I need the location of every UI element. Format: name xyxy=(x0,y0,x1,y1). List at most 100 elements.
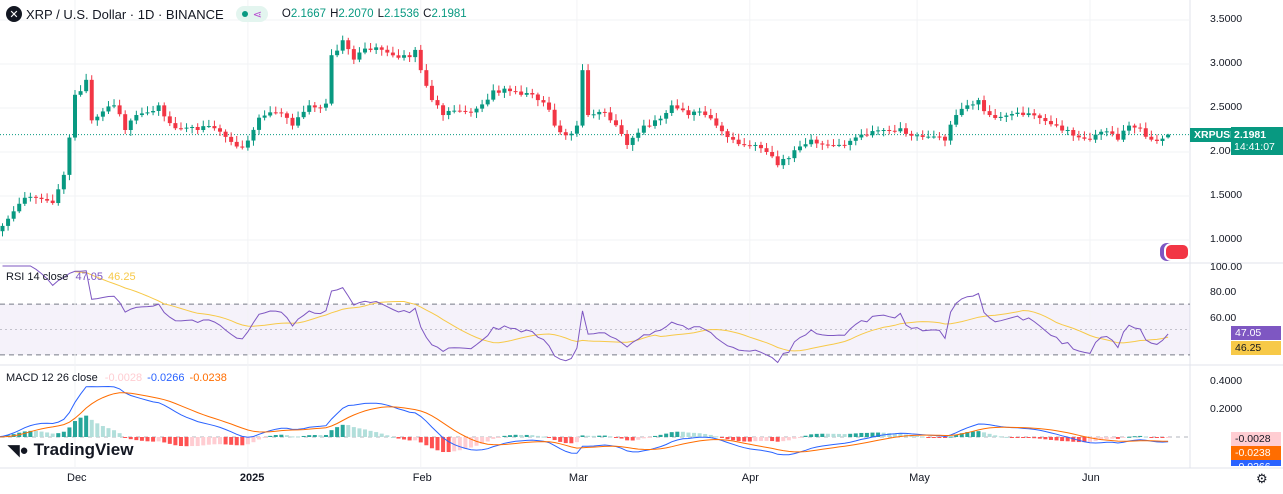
candle-body xyxy=(496,90,501,93)
macd-histogram-bar xyxy=(703,433,708,437)
macd-histogram-bar xyxy=(257,437,262,440)
candle-body xyxy=(218,128,222,132)
candle-body xyxy=(441,105,446,116)
candle-body xyxy=(39,197,44,200)
macd-histogram-bar xyxy=(1043,437,1048,440)
macd-histogram-bar xyxy=(429,437,434,449)
macd-histogram-bar xyxy=(441,437,446,453)
macd-histogram-bar xyxy=(898,433,903,437)
macd-histogram-bar xyxy=(290,436,295,438)
macd-histogram-bar xyxy=(987,433,992,437)
candle-body xyxy=(435,100,440,106)
rsi-legend[interactable]: RSI 14 close 47.05 46.25 xyxy=(6,271,136,283)
macd-histogram-bar xyxy=(970,431,975,437)
candle-body xyxy=(112,105,117,107)
candle-body xyxy=(1026,113,1031,116)
macd-histogram-bar xyxy=(602,435,607,437)
macd-histogram-bar xyxy=(480,437,485,444)
candle-body xyxy=(151,110,156,113)
candle-body xyxy=(982,100,987,112)
candle-body xyxy=(340,40,345,51)
macd-axis-04: 0.4000 xyxy=(1210,375,1243,387)
candle-body xyxy=(530,93,535,95)
candle-body xyxy=(240,146,245,148)
market-open-dot-icon xyxy=(241,11,248,17)
candle-body xyxy=(346,40,351,50)
macd-histogram-bar xyxy=(1021,437,1026,438)
candle-body xyxy=(519,91,524,95)
candle-body xyxy=(33,196,38,198)
macd-histogram-bar xyxy=(653,435,657,437)
macd-histogram-bar xyxy=(223,437,228,445)
candle-body xyxy=(206,126,211,128)
rsi-band xyxy=(0,304,1190,355)
macd-histogram-bar xyxy=(948,436,953,438)
macd-histogram-bar xyxy=(279,434,284,437)
macd-histogram-bar xyxy=(301,435,306,437)
candle-body xyxy=(898,128,903,132)
time-axis-label: Jun xyxy=(1082,472,1100,484)
candle-body xyxy=(1121,130,1126,140)
candle-body xyxy=(692,111,697,116)
candle-body xyxy=(1104,131,1109,133)
macd-histogram-bar xyxy=(842,434,847,437)
candle-body xyxy=(943,136,947,141)
macd-histogram-bar xyxy=(212,437,217,445)
candle-body xyxy=(491,90,496,100)
tradingview-logo[interactable]: ◥● TradingView xyxy=(8,440,134,459)
candle-body xyxy=(201,126,206,130)
macd-histogram-bar xyxy=(151,437,156,442)
candle-body xyxy=(257,117,262,130)
macd-histogram-bar xyxy=(145,437,150,442)
market-status-pill[interactable]: ⋖ xyxy=(235,6,268,22)
macd-histogram-bar xyxy=(1054,437,1059,441)
macd-histogram-bar xyxy=(552,437,557,441)
candle-body xyxy=(909,133,914,136)
candle-body xyxy=(1115,133,1120,140)
macd-histogram-bar xyxy=(117,433,122,437)
macd-histogram-bar xyxy=(658,434,663,437)
candle-body xyxy=(374,47,379,50)
candle-body xyxy=(641,125,646,133)
rsi-value-tag: 47.05 xyxy=(1231,326,1281,340)
symbol-title[interactable]: XRP / U.S. Dollar · 1D · BINANCE xyxy=(26,6,224,22)
macd-histogram-bar xyxy=(864,432,869,437)
candle-body xyxy=(798,146,802,151)
macd-histogram-bar xyxy=(809,434,814,437)
macd-histogram-bar xyxy=(965,432,970,437)
macd-histogram-bar xyxy=(335,427,340,437)
macd-histogram-bar xyxy=(173,437,178,446)
rsi-ma-tag: 46.25 xyxy=(1231,341,1281,355)
last-price-tag: 2.1981 14:41:07 xyxy=(1231,127,1283,155)
candle-body xyxy=(848,140,853,145)
candle-body xyxy=(948,124,953,141)
macd-histogram-bar xyxy=(284,435,289,437)
candle-body xyxy=(1154,139,1159,141)
last-price: 2.1981 xyxy=(1234,129,1267,141)
macd-histogram-bar xyxy=(33,430,38,437)
macd-histogram-bar xyxy=(943,437,947,438)
macd-histogram-bar xyxy=(1071,437,1076,442)
candle-body xyxy=(786,158,791,160)
macd-legend[interactable]: MACD 12 26 close -0.0028 -0.0266 -0.0238 xyxy=(6,372,227,384)
macd-histogram-bar xyxy=(837,433,842,437)
candle-body xyxy=(954,115,959,125)
candle-body xyxy=(106,106,111,112)
macd-histogram-bar xyxy=(541,436,546,438)
macd-histogram-bar xyxy=(502,435,507,437)
settings-gear-icon[interactable]: ⚙ xyxy=(1256,471,1268,486)
candle-body xyxy=(558,125,563,133)
macd-histogram-bar xyxy=(786,437,791,441)
macd-histogram-bar xyxy=(1015,437,1020,438)
price-axis-label: 3.0000 xyxy=(1210,57,1243,69)
macd-histogram-bar xyxy=(870,432,875,437)
candle-body xyxy=(842,144,847,146)
macd-histogram-bar xyxy=(535,435,540,437)
flag-icon[interactable] xyxy=(1164,243,1190,261)
rsi-axis-80: 80.00 xyxy=(1210,286,1237,298)
macd-histogram-bar xyxy=(586,435,591,437)
macd-histogram-bar xyxy=(468,437,473,448)
macd-histogram-bar xyxy=(251,437,256,443)
candle-body xyxy=(184,127,189,129)
